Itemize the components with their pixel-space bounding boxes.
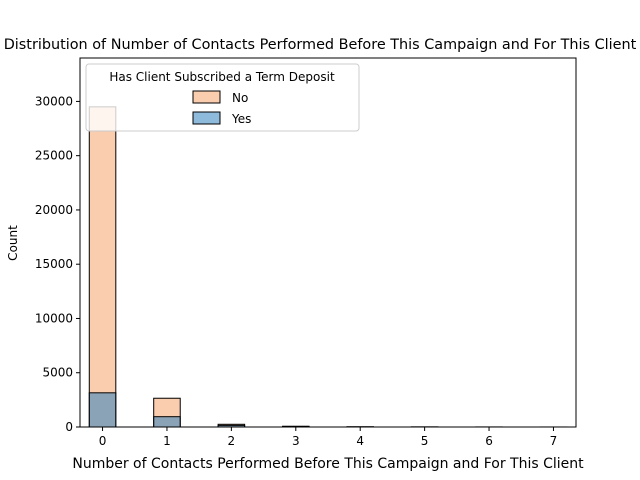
bar-no-0 bbox=[88, 106, 117, 428]
y-tick-label: 5000 bbox=[42, 366, 73, 380]
y-tick-label: 30000 bbox=[35, 94, 73, 108]
x-tick-label: 1 bbox=[163, 434, 171, 448]
y-tick-label: 0 bbox=[65, 420, 73, 434]
x-tick-label: 3 bbox=[292, 434, 300, 448]
x-tick-label: 5 bbox=[421, 434, 429, 448]
x-tick-label: 0 bbox=[99, 434, 107, 448]
y-axis-label: Count bbox=[6, 225, 20, 261]
legend-swatch-yes bbox=[192, 111, 221, 125]
x-tick-label: 7 bbox=[550, 434, 558, 448]
x-tick-label: 4 bbox=[356, 434, 364, 448]
plot-frame bbox=[79, 57, 577, 428]
x-tick-label: 6 bbox=[485, 434, 493, 448]
y-tick-label: 25000 bbox=[35, 149, 73, 163]
legend: Has Client Subscribed a Term Deposit No Ye… bbox=[85, 63, 360, 132]
plot-area: 0 1 2 3 4 5 6 7 0 5000 10000 15000 20000 25000 30000 bbox=[35, 57, 577, 448]
y-tick-label: 20000 bbox=[35, 203, 73, 217]
legend-swatch-no bbox=[192, 90, 221, 104]
y-tick-label: 10000 bbox=[35, 311, 73, 325]
x-axis-label: Number of Contacts Performed Before This… bbox=[72, 456, 584, 472]
legend-frame bbox=[85, 63, 360, 132]
bar-yes-1 bbox=[153, 416, 181, 428]
legend-title: Has Client Subscribed a Term Deposit bbox=[109, 70, 335, 84]
y-tick-label: 15000 bbox=[35, 257, 73, 271]
legend-label-yes: Yes bbox=[231, 112, 251, 126]
x-tick-label: 2 bbox=[228, 434, 236, 448]
legend-label-no: No bbox=[232, 91, 248, 105]
chart-title: Distribution of Number of Contacts Perfo… bbox=[4, 37, 637, 53]
bar-yes-0 bbox=[88, 392, 117, 428]
